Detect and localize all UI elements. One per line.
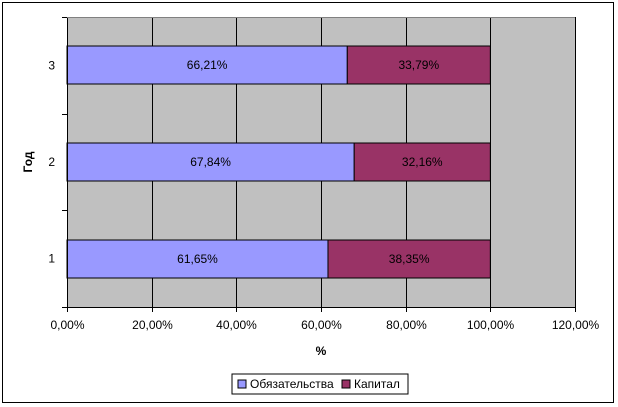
bar-segment-obligations — [66, 45, 348, 85]
bar-segment-obligations — [66, 239, 329, 279]
y-tick-label: 2 — [48, 155, 55, 169]
bars: 61,65% 38,35% 67,84% 32,16% 66,21% 33,79% — [66, 45, 491, 279]
x-tick-label: 60,00% — [301, 318, 342, 332]
bar-segment-capital — [327, 239, 491, 279]
x-tick-label: 40,00% — [216, 318, 257, 332]
data-label: 32,16% — [402, 155, 443, 169]
x-tick-label: 80,00% — [386, 318, 427, 332]
data-label: 38,35% — [389, 252, 430, 266]
y-axis-label: Год — [21, 151, 35, 172]
x-tick-labels: 0,00% 20,00% 40,00% 60,00% 80,00% 100,00% 120,… — [50, 318, 599, 332]
y-tick-labels: 1 2 3 — [48, 58, 55, 265]
y-tick-label: 3 — [48, 58, 55, 72]
data-label: 33,79% — [398, 58, 439, 72]
x-axis-label: % — [316, 344, 327, 358]
legend-label-obligations: Обязательства — [250, 377, 334, 391]
legend: Обязательства Капитал — [231, 373, 409, 395]
y-tick-label: 1 — [48, 252, 55, 266]
bar-segment-obligations — [66, 142, 355, 182]
legend-swatch-capital — [341, 379, 351, 389]
x-tick-label: 0,00% — [50, 318, 84, 332]
bar-segment-capital — [353, 142, 491, 182]
bar-segment-capital — [346, 45, 491, 85]
legend-swatch-obligations — [237, 379, 247, 389]
legend-label-capital: Капитал — [354, 377, 400, 391]
x-tick-label: 120,00% — [552, 318, 600, 332]
data-label: 66,21% — [187, 58, 228, 72]
x-tick-label: 20,00% — [132, 318, 173, 332]
x-tick-label: 100,00% — [467, 318, 515, 332]
data-label: 67,84% — [190, 155, 231, 169]
data-label: 61,65% — [177, 252, 218, 266]
axes — [62, 17, 576, 312]
legend-box — [231, 373, 409, 395]
